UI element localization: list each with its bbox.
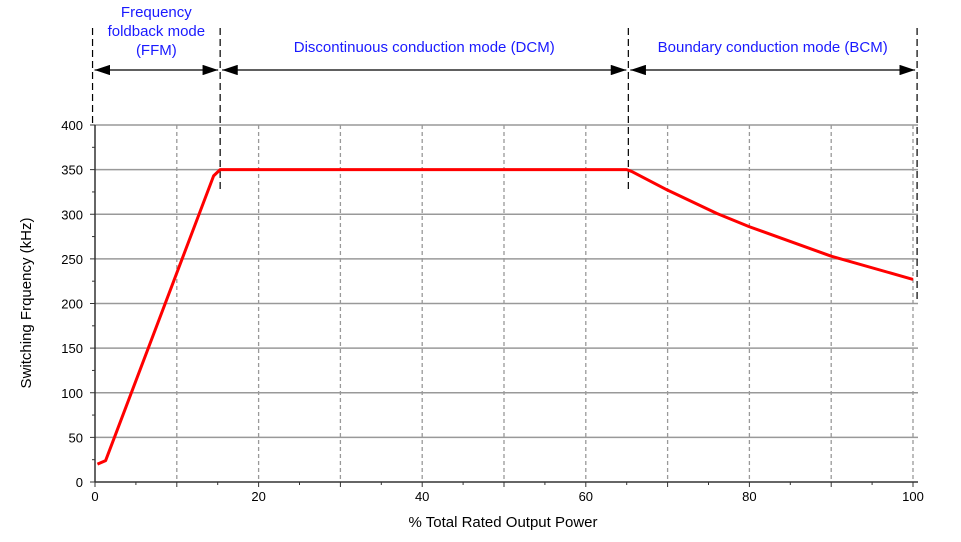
y-tick-label: 200 bbox=[61, 297, 83, 312]
y-tick-label: 300 bbox=[61, 207, 83, 222]
y-tick-label: 250 bbox=[61, 252, 83, 267]
region-label: Discontinuous conduction mode (DCM) bbox=[294, 39, 555, 56]
x-tick-label: 80 bbox=[742, 489, 756, 504]
y-tick-label: 50 bbox=[69, 430, 83, 445]
axes: 0 50 100 150 200 250 300 350 400 0 20 40 60 80 100 bbox=[61, 118, 924, 504]
x-tick-label: 60 bbox=[579, 489, 593, 504]
x-tick-label: 40 bbox=[415, 489, 429, 504]
x-tick-label: 20 bbox=[251, 489, 265, 504]
y-tick-label: 100 bbox=[61, 386, 83, 401]
grid bbox=[95, 125, 918, 482]
x-axis-label: % Total Rated Output Power bbox=[409, 514, 598, 531]
mode-regions: Frequency foldback mode (FFM) Discontinuous… bbox=[93, 4, 918, 300]
x-tick-label: 100 bbox=[902, 489, 924, 504]
region-label: foldback mode bbox=[108, 23, 206, 40]
y-tick-label: 400 bbox=[61, 118, 83, 133]
y-tick-label: 150 bbox=[61, 341, 83, 356]
region-label: (FFM) bbox=[136, 42, 177, 59]
y-tick-label: 350 bbox=[61, 163, 83, 178]
y-axis-label: Switching Frquency (kHz) bbox=[18, 218, 35, 389]
region-label: Frequency bbox=[121, 4, 192, 21]
y-tick-label: 0 bbox=[76, 475, 83, 490]
region-label: Boundary conduction mode (BCM) bbox=[658, 39, 888, 56]
x-tick-label: 0 bbox=[91, 489, 98, 504]
